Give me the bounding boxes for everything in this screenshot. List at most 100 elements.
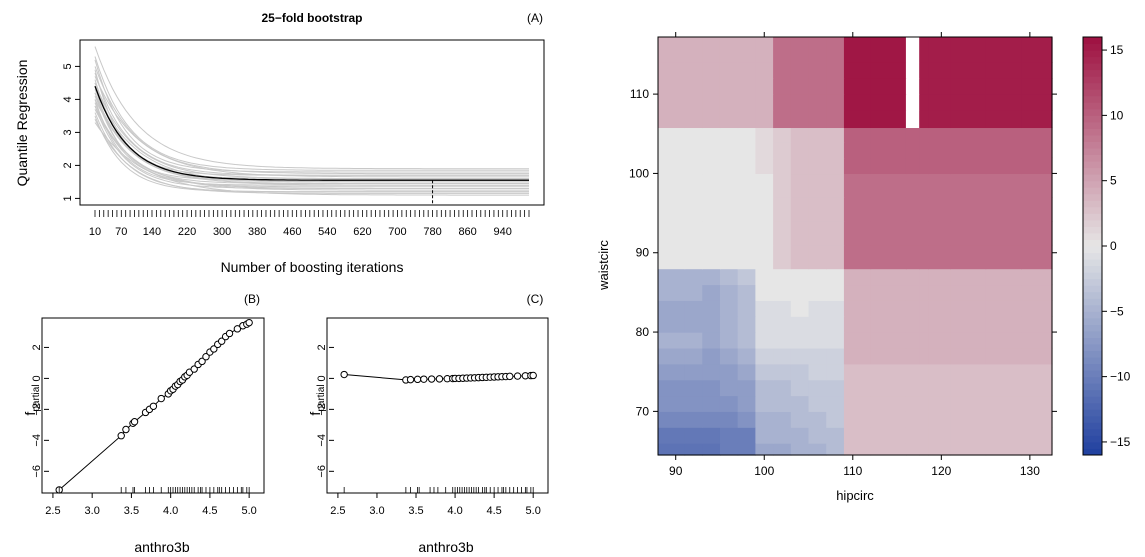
heatmap-cell: [843, 443, 872, 456]
y-tick-label: 110: [630, 87, 649, 101]
bootstrap-curve: [94, 82, 529, 180]
panel-c-plot: −6 −4 −2 0 2 2.5 3.0 3.5 4.0 4.5 5.0: [316, 344, 541, 517]
heatmap-cell: [826, 316, 845, 333]
heatmap-cell: [905, 316, 920, 333]
heatmap-cell: [905, 347, 920, 365]
colorbar-swatch: [1083, 121, 1102, 129]
heatmap-cell: [1021, 300, 1053, 317]
heatmap-cell: [905, 37, 920, 63]
heatmap-cell: [1021, 379, 1053, 397]
x-tick-label: 110: [843, 464, 862, 478]
colorbar-swatch: [1083, 448, 1102, 456]
heatmap-cell: [808, 379, 827, 397]
heatmap-cell: [870, 332, 907, 349]
colorbar-tick-label: 5: [1110, 174, 1117, 188]
data-point: [513, 372, 522, 380]
heatmap-cell: [719, 411, 739, 428]
heatmap-cell: [1021, 363, 1053, 381]
heatmap-cell: [985, 300, 1022, 317]
colorbar-swatch: [1083, 43, 1102, 51]
heatmap-cell: [719, 347, 739, 365]
heatmap-cell: [1021, 411, 1053, 428]
colorbar-tick-label: 0: [1110, 239, 1117, 253]
heatmap-cell: [773, 443, 792, 456]
heatmap-cell: [985, 127, 1022, 143]
heatmap-cell: [755, 244, 774, 270]
heatmap-cell: [919, 157, 929, 175]
x-tick-label: 4.0: [447, 505, 462, 517]
heatmap-cell: [684, 332, 703, 349]
heatmap-cell: [985, 62, 1022, 79]
heatmap-cell: [773, 379, 792, 397]
x-tick-label: 620: [353, 226, 371, 238]
heatmap-cell: [790, 141, 810, 159]
heatmap-cell: [919, 427, 929, 444]
heatmap-cell: [702, 221, 721, 246]
heatmap-cell: [1021, 37, 1053, 63]
heatmap-cell: [790, 221, 810, 246]
bootstrap-curve: [94, 118, 529, 194]
heatmap-cell: [702, 443, 721, 456]
heatmap-cell: [808, 157, 827, 175]
heatmap-cell: [905, 127, 920, 143]
heatmap-cell: [928, 37, 951, 63]
heatmap-cell: [950, 221, 987, 246]
y-tick-label: −4: [316, 434, 328, 447]
panel-a-label: (A): [527, 11, 543, 25]
heatmap-cell: [658, 244, 686, 270]
heatmap-cell: [928, 197, 951, 222]
heatmap-cell: [658, 363, 686, 381]
bootstrap-curve: [94, 102, 529, 188]
heatmap-cell: [928, 221, 951, 246]
heatmap-cell: [985, 197, 1022, 222]
heatmap-cell: [702, 244, 721, 270]
heatmap-cell: [905, 284, 920, 301]
heatmap-cell: [826, 109, 845, 129]
heatmap-cell: [919, 300, 929, 317]
heatmap-cell: [790, 62, 810, 79]
panel-a-curves: [94, 46, 529, 205]
heatmap-cell: [928, 411, 951, 428]
heatmap-cell: [773, 173, 792, 198]
heatmap-cell: [658, 221, 686, 246]
heatmap-cell: [719, 62, 739, 79]
colorbar-swatch: [1083, 337, 1102, 345]
heatmap-cell: [684, 268, 703, 286]
heatmap-cell: [919, 141, 929, 159]
heatmap-cell: [826, 141, 845, 159]
colorbar-swatch: [1083, 50, 1102, 58]
heatmap-cell: [808, 284, 827, 301]
heatmap-cell: [826, 411, 845, 428]
y-tick-label: 90: [636, 246, 650, 260]
heatmap-cell: [919, 37, 929, 63]
x-tick-label: 220: [178, 226, 196, 238]
heatmap-cell: [790, 379, 810, 397]
heatmap-cell: [919, 411, 929, 428]
heatmap-cell: [919, 347, 929, 365]
heatmap-cell: [1021, 443, 1053, 456]
heatmap-cell: [950, 94, 987, 111]
heatmap-cell: [737, 157, 756, 175]
heatmap-cell: [684, 173, 703, 198]
colorbar-swatch: [1083, 376, 1102, 384]
heatmap-cell: [826, 363, 845, 381]
heatmap-cell: [928, 284, 951, 301]
heatmap-cell: [790, 109, 810, 129]
x-tick-label: 2.5: [45, 505, 60, 517]
panel-c-y-label: fpartial: [307, 384, 327, 415]
heatmap-cell: [919, 284, 929, 301]
heatmap-cell: [826, 127, 845, 143]
heatmap-cell: [737, 221, 756, 246]
heatmap-cell: [719, 332, 739, 349]
heatmap-cell: [702, 395, 721, 412]
colorbar-swatch: [1083, 95, 1102, 103]
heatmap-cell: [950, 268, 987, 286]
heatmap-cell: [755, 411, 774, 428]
heatmap-cell: [905, 62, 920, 79]
heatmap-cell: [870, 173, 907, 198]
heatmap-cell: [950, 379, 987, 397]
heatmap-cell: [843, 157, 872, 175]
heatmap-cell: [985, 284, 1022, 301]
heatmap-cell: [928, 443, 951, 456]
heatmap-cell: [684, 197, 703, 222]
